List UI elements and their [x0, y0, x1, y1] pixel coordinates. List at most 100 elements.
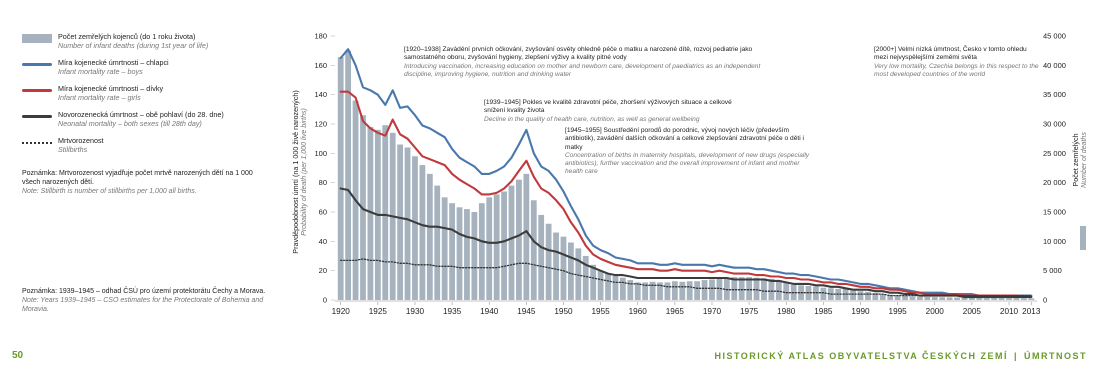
bar	[976, 298, 983, 300]
x-tick-label: 1995	[889, 307, 908, 316]
bar	[931, 297, 938, 300]
bar	[686, 281, 693, 300]
y-right-bar-swatch	[1080, 226, 1086, 250]
bar	[657, 282, 663, 300]
bar	[902, 295, 908, 300]
bar	[679, 281, 686, 300]
bar	[909, 296, 916, 300]
legend: Počet zemřelých kojenců (do 1 roku život…	[22, 32, 272, 162]
x-tick-label: 1940	[480, 307, 499, 316]
bar	[575, 248, 582, 300]
y-right-axis-title: Počet zemřelých	[1071, 133, 1080, 186]
bar	[508, 185, 515, 300]
y-right-tick-label: 10 000	[1043, 237, 1066, 246]
x-tick-label: 1970	[703, 307, 722, 316]
x-tick-label: 1955	[591, 307, 610, 316]
bar	[568, 242, 574, 300]
bar	[783, 282, 790, 300]
mortality-chart: 0 20 40 60 80 100 120 140 160 180 0 5 000 10 000 15 0…	[291, 32, 1088, 317]
x-tick-label: 1950	[554, 307, 573, 316]
legend-label: Míra kojenecké úmrtnosti – dívky	[58, 84, 164, 93]
legend-item-boys: Míra kojenecké úmrtnosti – chlapci Infant…	[22, 58, 272, 80]
legend-item-stillbirths: Mrtvorozenost Stillbirths	[22, 136, 272, 158]
y-right-tick-label: 20 000	[1043, 178, 1066, 187]
bar	[961, 297, 968, 300]
y-left-tick-label: 0	[323, 296, 327, 305]
bar	[597, 270, 604, 300]
x-tick-label: 1930	[406, 307, 425, 316]
bar	[1006, 298, 1012, 300]
y-left-tick-label: 100	[314, 149, 327, 158]
x-tick-label: 1965	[666, 307, 685, 316]
x-tick-label: 1975	[740, 307, 759, 316]
y-right-tick-label: 30 000	[1043, 120, 1066, 129]
bar	[612, 275, 619, 300]
note-stillbirth: Poznámka: Mrtvorozenost vyjadřuje počet …	[22, 169, 272, 196]
annotation-en: Decline in the quality of health care, n…	[484, 115, 700, 123]
footer-separator: |	[1013, 351, 1018, 361]
bar	[968, 298, 975, 300]
bar	[523, 173, 530, 300]
bar	[998, 298, 1005, 300]
bar	[664, 282, 671, 300]
bar	[464, 209, 470, 300]
y-left-tick-label: 20	[319, 266, 327, 275]
note-years: Poznámka: 1939–1945 – odhad ČSÚ pro územ…	[22, 287, 272, 314]
bar	[894, 295, 901, 300]
y-left-axis-title-en: Probability of death (per 1,000 live bir…	[301, 108, 308, 236]
bars-series	[337, 50, 1035, 301]
bar	[723, 277, 730, 300]
bar	[716, 278, 723, 300]
bar	[768, 278, 775, 300]
annotation-en: Very low mortality, Czechia belongs in t…	[874, 62, 1039, 78]
note-years-cz: Poznámka: 1939–1945 – odhad ČSÚ pro územ…	[22, 288, 266, 295]
bar	[694, 281, 701, 300]
bar	[924, 296, 931, 300]
bar	[1028, 298, 1035, 300]
legend-item-neonatal: Novorozenecká úmrtnost – obě pohlaví (do…	[22, 110, 272, 132]
bar	[939, 297, 946, 300]
bar	[634, 282, 641, 300]
y-left-tick-label: 80	[319, 178, 327, 187]
bar	[671, 281, 678, 300]
annotation-en: Introducing vaccination, increasing educ…	[404, 62, 761, 78]
note-years-en: Note: Years 1939–1945 – CSO estimates fo…	[22, 297, 264, 313]
bar	[954, 297, 960, 300]
legend-label: Míra kojenecké úmrtnosti – chlapci	[58, 58, 169, 67]
x-tick-label: 1990	[851, 307, 870, 316]
x-tick-label: 1980	[777, 307, 796, 316]
annotation-1945-1955: [1945–1955] Soustředění porodů do porodn…	[565, 127, 815, 177]
bar	[478, 203, 485, 300]
bar	[501, 191, 507, 300]
bar	[983, 298, 990, 300]
x-tick-label: 2010	[1000, 307, 1019, 316]
bar	[516, 179, 522, 300]
x-tick-label: 1945	[517, 307, 536, 316]
legend-label-en: Stillbirths	[58, 145, 88, 154]
bar	[946, 297, 953, 300]
bar	[456, 207, 463, 300]
line-stillbirths	[340, 258, 1032, 297]
x-tick-label: 2005	[963, 307, 982, 316]
footer-title-right: ÚMRTNOST	[1024, 351, 1087, 361]
bar	[761, 278, 767, 300]
bar	[553, 232, 559, 300]
legend-label: Počet zemřelých kojenců (do 1 roku život…	[58, 32, 196, 41]
x-tick-label: 1925	[369, 307, 388, 316]
bar	[872, 292, 879, 300]
bar	[850, 290, 856, 300]
bar	[382, 125, 389, 300]
bar	[627, 280, 634, 300]
lines-series	[339, 48, 1033, 299]
bar	[538, 214, 545, 300]
bar	[917, 296, 923, 300]
y-left-tick-label: 120	[314, 120, 327, 129]
bar	[449, 203, 455, 300]
bar	[820, 287, 827, 300]
annotation-cz: [1920–1938] Zavádění prvních očkování, z…	[404, 46, 753, 62]
bar	[605, 273, 611, 300]
y-left-tick-label: 140	[314, 90, 327, 99]
y-right-tick-label: 25 000	[1043, 149, 1066, 158]
bar	[582, 256, 589, 300]
footer-title: HISTORICKÝ ATLAS OBYVATELSTVA ČESKÝCH ZE…	[714, 351, 1087, 361]
